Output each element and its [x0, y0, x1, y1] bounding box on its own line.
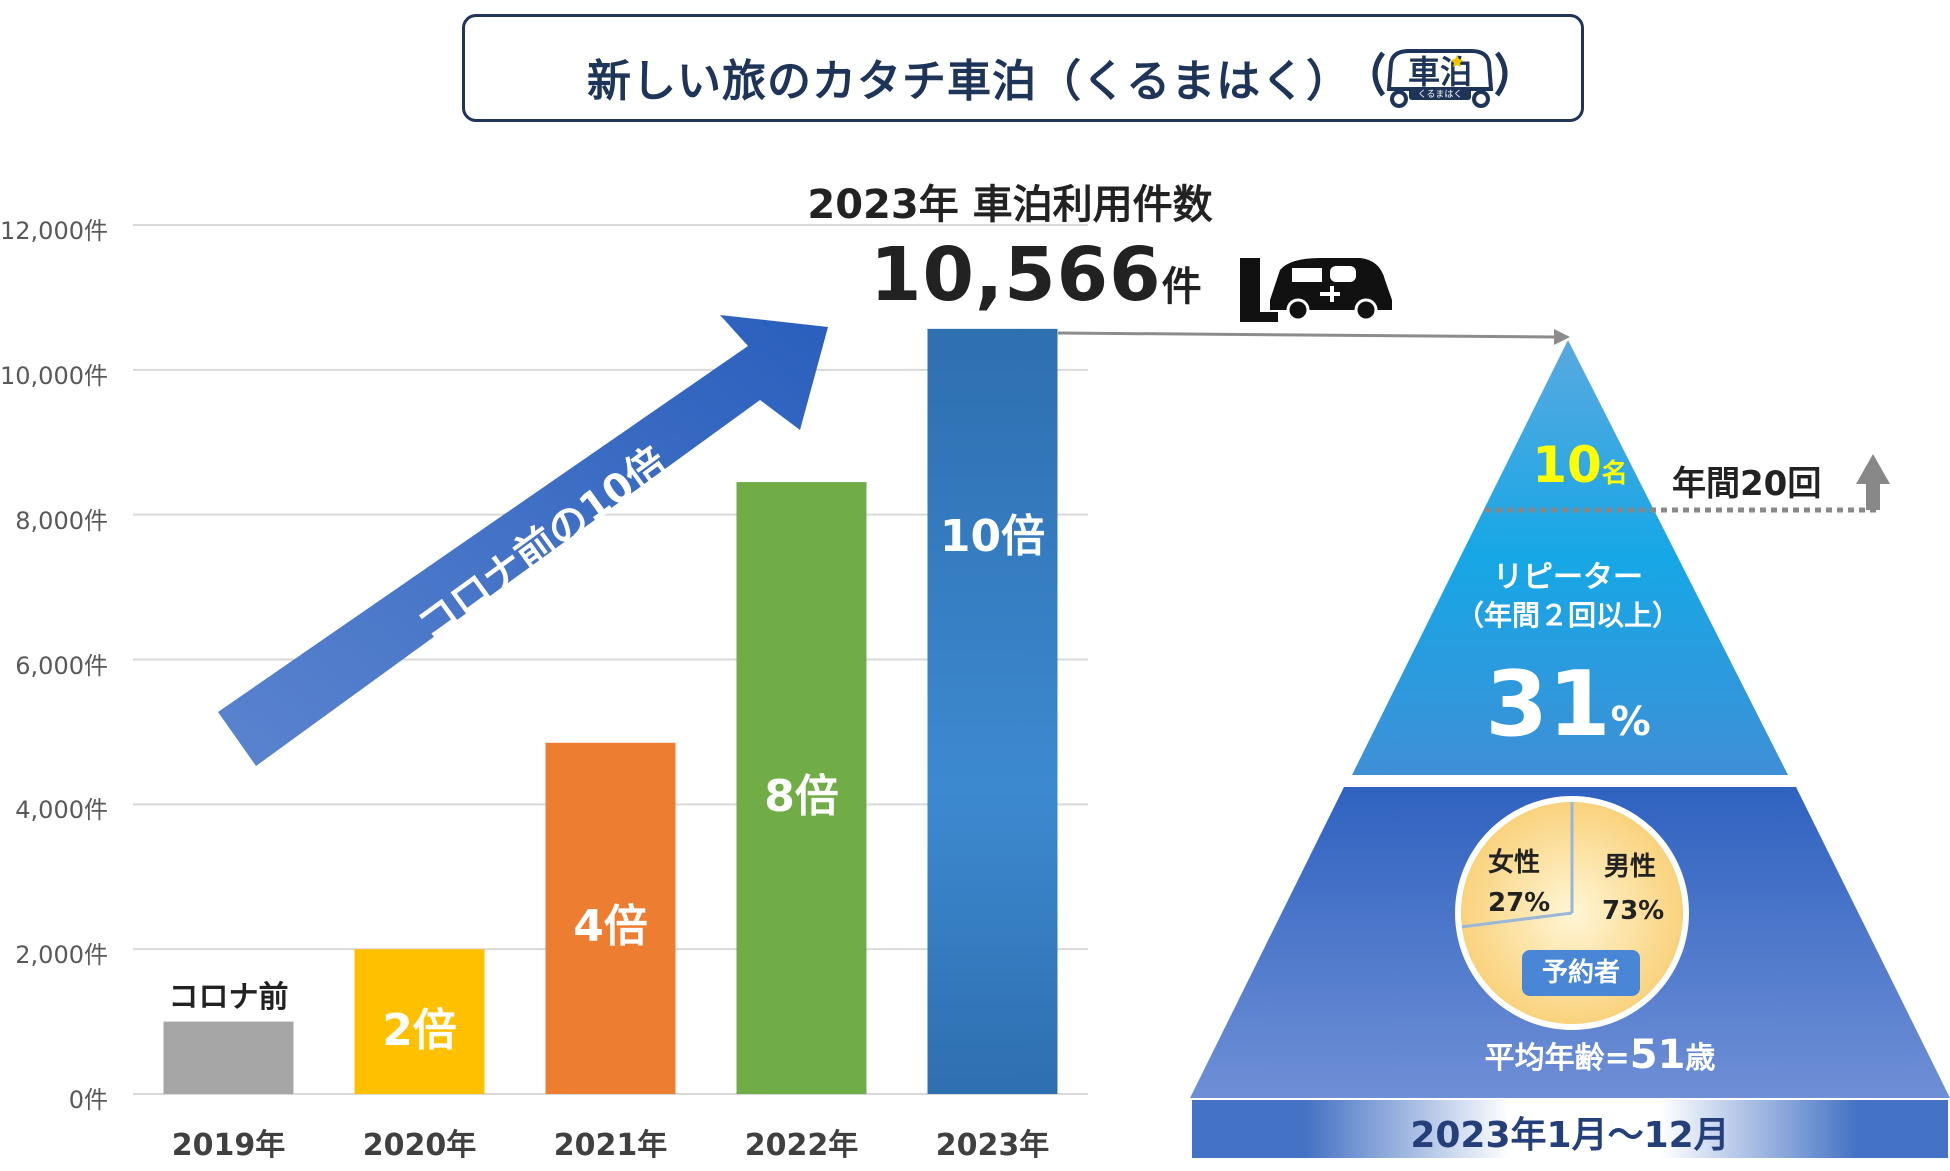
bar-data-label: 2倍 — [382, 1004, 457, 1056]
average-age: 平均年齢=51歳 — [1470, 1032, 1730, 1078]
connector-arrowhead — [1554, 329, 1570, 345]
y-tick-label: 12,000件 — [0, 217, 108, 245]
female-value: 27% — [1488, 888, 1551, 918]
up-arrow-head — [1856, 454, 1890, 484]
total-count: 10,566件 — [870, 232, 1203, 318]
logo-subtext: くるまはく — [1418, 89, 1463, 100]
repeater-sub: （年間２回以上） — [1455, 599, 1680, 632]
growth-arrow — [218, 315, 828, 766]
y-tick-label: 8,000件 — [15, 506, 108, 535]
bar-2022年 — [736, 482, 867, 1094]
title-box: 新しい旅のカタチ車泊（くるまはく） 車泊 くるまはく — [462, 14, 1584, 122]
connector-line — [1057, 331, 1559, 339]
bar-data-label: 4倍 — [573, 901, 648, 953]
avg-age-value: 51 — [1629, 1032, 1686, 1078]
kurumahaku-logo: 車泊 くるまはく — [1372, 49, 1508, 108]
bar-2019年 — [163, 1021, 294, 1094]
y-tick-label: 4,000件 — [15, 796, 108, 825]
bar-data-label: 8倍 — [764, 771, 839, 823]
y-tick-label: 0件 — [68, 1086, 108, 1114]
x-tick-label: 2023年 — [935, 1128, 1050, 1163]
bar-data-label: コロナ前 — [168, 979, 289, 1015]
chart-title: 2023年 車泊利用件数 — [807, 182, 1213, 228]
logo-text: 車泊 — [1408, 53, 1472, 91]
total-unit: 件 — [1161, 264, 1203, 310]
pyramid-top — [1352, 340, 1788, 775]
repeater-percent: 31% — [1468, 652, 1668, 757]
repeater-label: リピーター — [1493, 560, 1643, 595]
male-label: 男性 — [1604, 852, 1657, 882]
up-arrow-shaft — [1866, 482, 1880, 510]
annual-label: 年間20回 — [1672, 464, 1822, 504]
booker-badge: 予約者 — [1522, 950, 1640, 996]
x-tick-label: 2019年 — [171, 1128, 286, 1163]
bar-2023年 — [927, 328, 1058, 1095]
male-value: 73% — [1602, 896, 1665, 926]
camper-car-icon — [1240, 258, 1392, 322]
top-tier-count: 10名 — [1520, 436, 1640, 494]
top-tier-value: 10 — [1532, 436, 1602, 494]
repeater-unit: % — [1610, 699, 1651, 745]
page-title: 新しい旅のカタチ車泊（くるまはく） — [587, 56, 1352, 107]
x-tick-label: 2020年 — [362, 1128, 477, 1163]
period-bar: 2023年1月～12月 — [1192, 1100, 1948, 1158]
y-tick-label: 10,000件 — [0, 361, 108, 390]
avg-age-unit: 歳 — [1685, 1041, 1716, 1076]
top-tier-unit: 名 — [1601, 459, 1628, 489]
period-text: 2023年1月～12月 — [1410, 1115, 1730, 1156]
bar-2020年 — [354, 949, 485, 1094]
x-tick-label: 2022年 — [744, 1128, 859, 1163]
total-value: 10,566 — [870, 232, 1162, 318]
y-tick-label: 6,000件 — [15, 651, 108, 680]
bar-data-label: 10倍 — [939, 510, 1046, 562]
avg-age-label: 平均年齢= — [1484, 1041, 1630, 1076]
y-tick-label: 2,000件 — [15, 941, 108, 970]
repeater-value: 31 — [1485, 652, 1611, 757]
x-tick-label: 2021年 — [553, 1128, 668, 1163]
female-label: 女性 — [1488, 848, 1541, 878]
bar-2021年 — [545, 742, 676, 1094]
